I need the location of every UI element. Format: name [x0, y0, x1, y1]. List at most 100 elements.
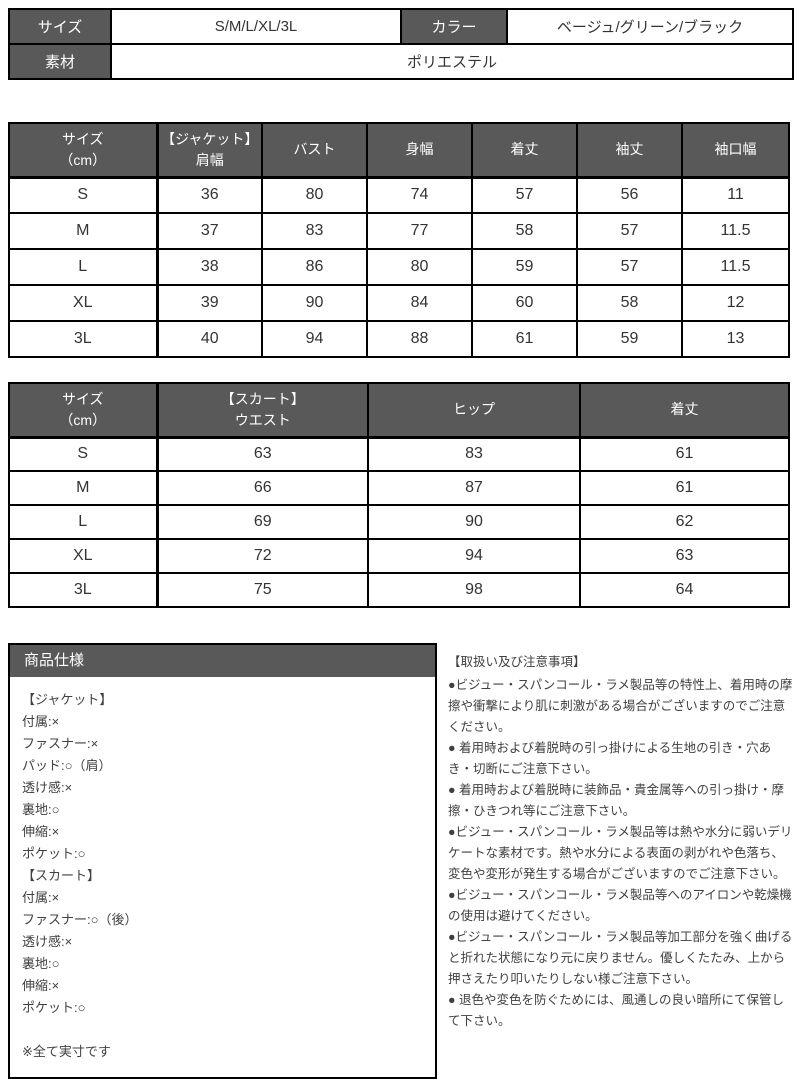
- skirt-size-table: サイズ （cm） 【スカート】 ウエスト ヒップ 着丈 S 63 83 61 M 6…: [8, 382, 790, 608]
- table-row: M 37 83 77 58 57 11.5: [8, 212, 790, 250]
- spec-note: ※全て実寸です: [22, 1044, 111, 1059]
- value-cell: 87: [367, 470, 581, 506]
- material-value-cell: ポリエステル: [110, 43, 794, 80]
- size-line1: サイズ: [61, 130, 104, 147]
- value-cell: 94: [261, 320, 368, 358]
- table-row: L 38 86 80 59 57 11.5: [8, 248, 790, 286]
- value-cell: 83: [367, 436, 581, 472]
- value-cell: 61: [579, 470, 790, 506]
- table-row: XL 39 90 84 60 58 12: [8, 284, 790, 322]
- precaution-item: ● 着用時および着脱時の引っ掛けによる生地の引き・穴あき・切断にご注意下さい。: [448, 741, 772, 776]
- spec-line: 付属:×: [22, 890, 60, 905]
- table-row: 素材 ポリエステル: [8, 43, 794, 80]
- spec-line: ポケット:○: [22, 1000, 86, 1015]
- value-cell: 11: [681, 176, 790, 214]
- spec-box-title: 商品仕様: [10, 645, 435, 677]
- size-cell: S: [8, 436, 159, 472]
- spec-line: 【スカート】: [22, 868, 101, 883]
- value-cell: 64: [579, 572, 790, 608]
- value-cell: 66: [156, 470, 369, 506]
- table-row: M 66 87 61: [8, 470, 790, 506]
- precaution-item: ● 退色や変色を防ぐためには、風通しの良い暗所にて保管して下さい。: [448, 993, 785, 1028]
- value-cell: 63: [579, 538, 790, 574]
- spec-line: 裏地:○: [22, 802, 60, 817]
- size-cell: L: [8, 504, 159, 540]
- precaution-item: ●ビジュー・スパンコール・ラメ製品等の特性上、着用時の摩擦や衝撃により肌に刺激が…: [448, 678, 793, 734]
- size-cell: M: [8, 212, 159, 250]
- value-cell: 62: [579, 504, 790, 540]
- header-cell-sleeve: 袖丈: [576, 122, 683, 179]
- value-cell: 77: [366, 212, 473, 250]
- table-row: L 69 90 62: [8, 504, 790, 540]
- header-cell-length: 着丈: [579, 382, 790, 439]
- bottom-section: 商品仕様 【ジャケット】 付属:× ファスナー:× パッド:○（肩） 透け感:×…: [8, 643, 800, 1079]
- value-cell: 69: [156, 504, 369, 540]
- table-row: S 63 83 61: [8, 436, 790, 472]
- part-line2: ウエスト: [234, 411, 291, 428]
- value-cell: 11.5: [681, 212, 790, 250]
- value-cell: 56: [576, 176, 683, 214]
- table-row: S 36 80 74 57 56 11: [8, 176, 790, 214]
- spec-line: 付属:×: [22, 714, 60, 729]
- value-cell: 80: [366, 248, 473, 286]
- precautions-section: 【取扱い及び注意事項】 ●ビジュー・スパンコール・ラメ製品等の特性上、着用時の摩…: [448, 643, 796, 1032]
- size-label-cell: サイズ: [8, 8, 112, 45]
- value-cell: 57: [576, 248, 683, 286]
- part-line1: 【スカート】: [220, 390, 305, 407]
- spec-line: パッド:○（肩）: [22, 758, 112, 773]
- value-cell: 37: [156, 212, 263, 250]
- value-cell: 61: [579, 436, 790, 472]
- value-cell: 12: [681, 284, 790, 322]
- precaution-item: ●ビジュー・スパンコール・ラメ製品等は熱や水分に弱いデリケートな素材です。熱や水…: [448, 825, 793, 881]
- table-row: サイズ S/M/L/XL/3L カラー ベージュ/グリーン/ブラック: [8, 8, 794, 45]
- value-cell: 57: [576, 212, 683, 250]
- spec-line: 伸縮:×: [22, 978, 60, 993]
- header-cell-length: 着丈: [471, 122, 578, 179]
- precaution-item: ●ビジュー・スパンコール・ラメ製品等加工部分を強く曲げると折れた状態になり元に戻…: [448, 930, 793, 986]
- spec-line: 裏地:○: [22, 956, 60, 971]
- value-cell: 86: [261, 248, 368, 286]
- value-cell: 13: [681, 320, 790, 358]
- part-line2: 肩幅: [195, 151, 224, 168]
- value-cell: 90: [367, 504, 581, 540]
- color-label-cell: カラー: [400, 8, 508, 45]
- size-line1: サイズ: [61, 390, 104, 407]
- precaution-item: ● 着用時および着脱時に装飾品・貴金属等への引っ掛け・摩擦・ひきつれ等にご注意下…: [448, 783, 785, 818]
- size-cell: 3L: [8, 572, 159, 608]
- size-cell: S: [8, 176, 159, 214]
- part-line1: 【ジャケット】: [161, 130, 259, 147]
- value-cell: 80: [261, 176, 368, 214]
- spec-box-body: 【ジャケット】 付属:× ファスナー:× パッド:○（肩） 透け感:× 裏地:○…: [10, 677, 435, 1077]
- product-spec-box: 商品仕様 【ジャケット】 付属:× ファスナー:× パッド:○（肩） 透け感:×…: [8, 643, 437, 1079]
- header-cell-hip: ヒップ: [367, 382, 581, 439]
- value-cell: 11.5: [681, 248, 790, 286]
- header-cell-waist: 【スカート】 ウエスト: [156, 382, 369, 439]
- value-cell: 63: [156, 436, 369, 472]
- spec-line: 【ジャケット】: [22, 692, 113, 707]
- product-spec-page: サイズ S/M/L/XL/3L カラー ベージュ/グリーン/ブラック 素材 ポリ…: [0, 8, 800, 1079]
- size-cell: XL: [8, 284, 159, 322]
- header-cell-bust: バスト: [261, 122, 368, 179]
- table-header-row: サイズ （cm） 【スカート】 ウエスト ヒップ 着丈: [8, 382, 790, 439]
- spec-line: 透け感:×: [22, 934, 73, 949]
- value-cell: 40: [156, 320, 263, 358]
- value-cell: 94: [367, 538, 581, 574]
- value-cell: 36: [156, 176, 263, 214]
- value-cell: 88: [366, 320, 473, 358]
- table-header-row: サイズ （cm） 【ジャケット】 肩幅 バスト 身幅 着丈 袖丈 袖口幅: [8, 122, 790, 179]
- value-cell: 59: [576, 320, 683, 358]
- value-cell: 74: [366, 176, 473, 214]
- material-label-cell: 素材: [8, 43, 112, 80]
- precaution-item: ●ビジュー・スパンコール・ラメ製品等へのアイロンや乾燥機の使用は避けてください。: [448, 888, 792, 923]
- header-cell-size: サイズ （cm）: [8, 122, 159, 179]
- header-cell-shoulder: 【ジャケット】 肩幅: [156, 122, 263, 179]
- value-cell: 60: [471, 284, 578, 322]
- spec-line: ファスナー:×: [22, 736, 99, 751]
- header-cell-width: 身幅: [366, 122, 473, 179]
- value-cell: 58: [576, 284, 683, 322]
- spec-line: ファスナー:○（後）: [22, 912, 138, 927]
- product-info-table: サイズ S/M/L/XL/3L カラー ベージュ/グリーン/ブラック 素材 ポリ…: [8, 8, 794, 80]
- value-cell: 75: [156, 572, 369, 608]
- size-cell: XL: [8, 538, 159, 574]
- value-cell: 83: [261, 212, 368, 250]
